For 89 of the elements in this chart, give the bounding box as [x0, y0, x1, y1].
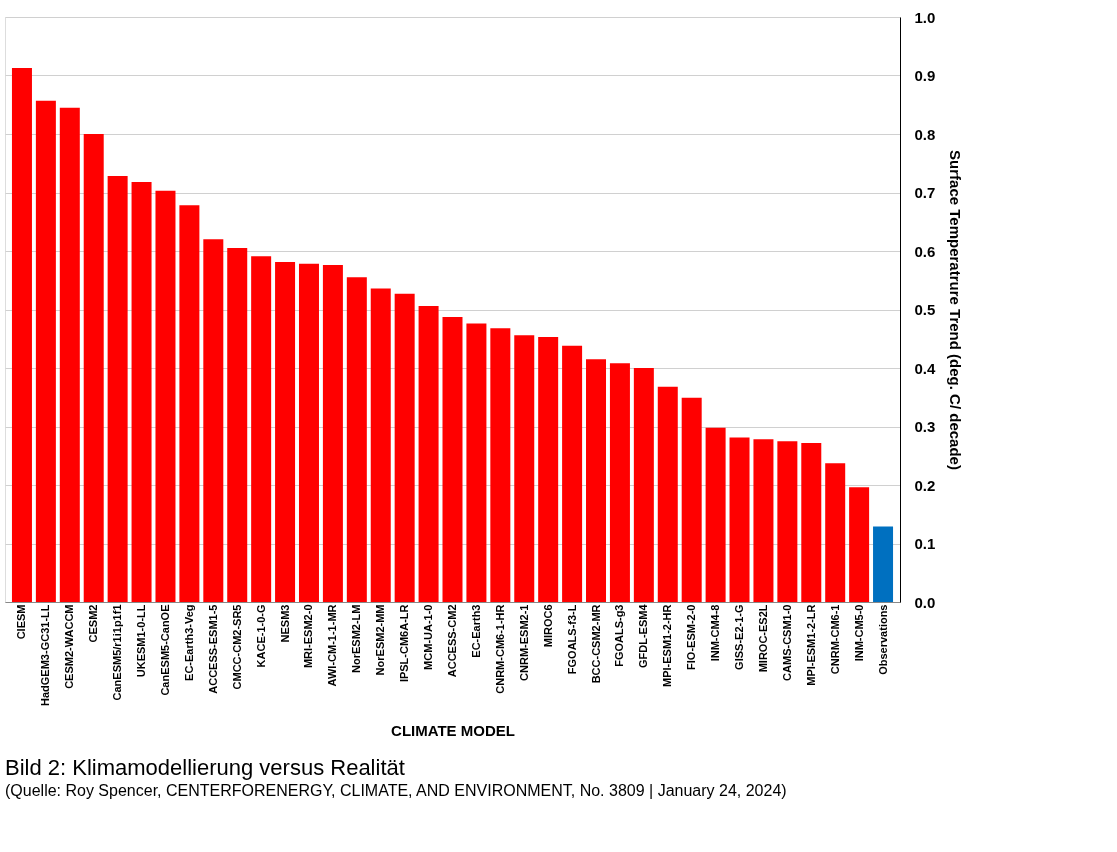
- x-tick-label: FIO-ESM-2-0: [685, 604, 698, 670]
- bar: [155, 190, 176, 602]
- x-tick-label: NorESM2-MM: [374, 604, 387, 676]
- x-tick-label: UKESM1-0-LL: [135, 604, 148, 678]
- y-tick-label: 0.9: [914, 67, 936, 84]
- x-tick-label: CanESM5-CanOE: [158, 604, 171, 696]
- bar: [849, 487, 870, 602]
- bar: [370, 288, 391, 602]
- x-tick-label: ACCESS-CM2: [446, 604, 458, 678]
- y-tick-label: 0.6: [914, 242, 936, 260]
- x-tick-label: CMCC-CM2-SR5: [230, 604, 243, 690]
- bar: [131, 181, 152, 602]
- y-tick-label: 0.3: [914, 418, 936, 435]
- bar: [633, 368, 654, 602]
- x-tick-label: MPI-ESM1-2-HR: [661, 604, 674, 688]
- x-tick-label: CESM2: [87, 604, 100, 643]
- text: Bild 2: Klimamodellierung versus Realität: [5, 755, 405, 781]
- y-axis-title: Surface Temperatrure Trend (deg. C/ decade): [947, 150, 965, 470]
- bar: [179, 205, 200, 602]
- x-tick-label: AWI-CM-1-1-MR: [326, 604, 339, 687]
- bar: [801, 442, 822, 602]
- x-tick-label: FGOALS-g3: [613, 604, 626, 667]
- x-tick-label: MPI-ESM1-2-LR: [804, 604, 817, 686]
- bar: [657, 386, 678, 602]
- bar: [562, 345, 583, 602]
- x-tick-label: EC-Earth3-Veg: [182, 604, 195, 681]
- x-tick-label: GFDL-ESM4: [637, 603, 650, 669]
- x-tick-label: IPSL-CM6A-LR: [398, 604, 411, 683]
- bar: [35, 100, 56, 602]
- x-tick-label: CNRM-CM6-1-HR: [493, 604, 506, 694]
- bar: [729, 437, 750, 602]
- x-tick-label: CNRM-ESM2-1: [517, 604, 530, 681]
- y-tick-label: 0.1: [914, 535, 936, 552]
- x-tick-label: KACE-1-0-G: [254, 604, 267, 668]
- bar: [825, 463, 846, 602]
- x-tick-label: EC-Earth3: [469, 604, 482, 658]
- y-tick-label: 0.7: [914, 184, 936, 201]
- text: (Quelle: Roy Spencer, CENTERFORENERGY, CLIMATE, AND ENVIRONMENT, No. 3809 | January 24, 2024): [5, 782, 787, 800]
- x-tick-label: NESM3: [278, 604, 291, 643]
- y-tick-label: 0.0: [914, 593, 936, 611]
- x-tick-label: NorESM2-LM: [350, 604, 363, 673]
- bar: [227, 248, 248, 602]
- y-tick-label: 0.8: [914, 125, 936, 143]
- bar: [322, 265, 343, 602]
- bar: [442, 317, 463, 602]
- bar: [418, 305, 439, 602]
- x-tick-label: BCC-CSM2-MR: [589, 604, 602, 684]
- x-tick-label: CNRM-CM6-1: [828, 604, 841, 675]
- x-tick-label: GISS-E2-1-G: [733, 604, 746, 670]
- bar: [107, 176, 128, 602]
- bar: [586, 359, 607, 602]
- x-tick-label: MIROC-ES2L: [756, 604, 769, 673]
- bar: [777, 441, 798, 602]
- x-tick-label: MIROC6: [541, 604, 554, 648]
- bar: [490, 328, 511, 602]
- bar: [83, 134, 104, 602]
- y-tick-label: 0.4: [914, 359, 937, 377]
- bar: [203, 239, 224, 602]
- bar: [753, 439, 774, 602]
- x-tick-label: HadGEM3-GC31-LL: [39, 604, 52, 706]
- x-tick-label: FGOALS-f3-L: [565, 604, 578, 675]
- x-tick-label: CESM2-WACCM: [63, 604, 76, 689]
- x-tick-label: CIESM: [15, 604, 28, 640]
- bar: [705, 427, 726, 602]
- bar: [514, 335, 535, 602]
- x-tick-label: MCM-UA-1-0: [422, 604, 435, 670]
- bar: [59, 107, 80, 602]
- bar: [11, 67, 32, 602]
- x-tick-label: INM-CM5-0: [852, 604, 865, 662]
- bar: [681, 397, 702, 602]
- bar: [251, 256, 272, 602]
- x-tick-label: ACCESS-ESM1-5: [206, 604, 219, 694]
- x-tick-label: CanESM5/r1i1p1f1: [111, 604, 124, 701]
- bar: [609, 363, 630, 602]
- x-tick-label: CAMS-CSM1-0: [780, 604, 793, 681]
- bar: [538, 336, 559, 602]
- x-tick-label: Observations: [876, 604, 889, 675]
- bar: [873, 526, 894, 602]
- x-axis-title: CLIMATE MODEL: [391, 721, 515, 739]
- bar: [466, 323, 487, 602]
- x-tick-label: INM-CM4-8: [709, 604, 722, 662]
- y-tick-label: 0.5: [914, 301, 936, 318]
- bar: [298, 263, 319, 602]
- y-tick-label: 0.2: [914, 476, 936, 494]
- bar: [275, 262, 296, 602]
- bar: [394, 293, 415, 602]
- y-tick-label: 1.0: [914, 8, 936, 26]
- x-tick-label: MRI-ESM2-0: [302, 604, 315, 669]
- bar: [346, 277, 367, 602]
